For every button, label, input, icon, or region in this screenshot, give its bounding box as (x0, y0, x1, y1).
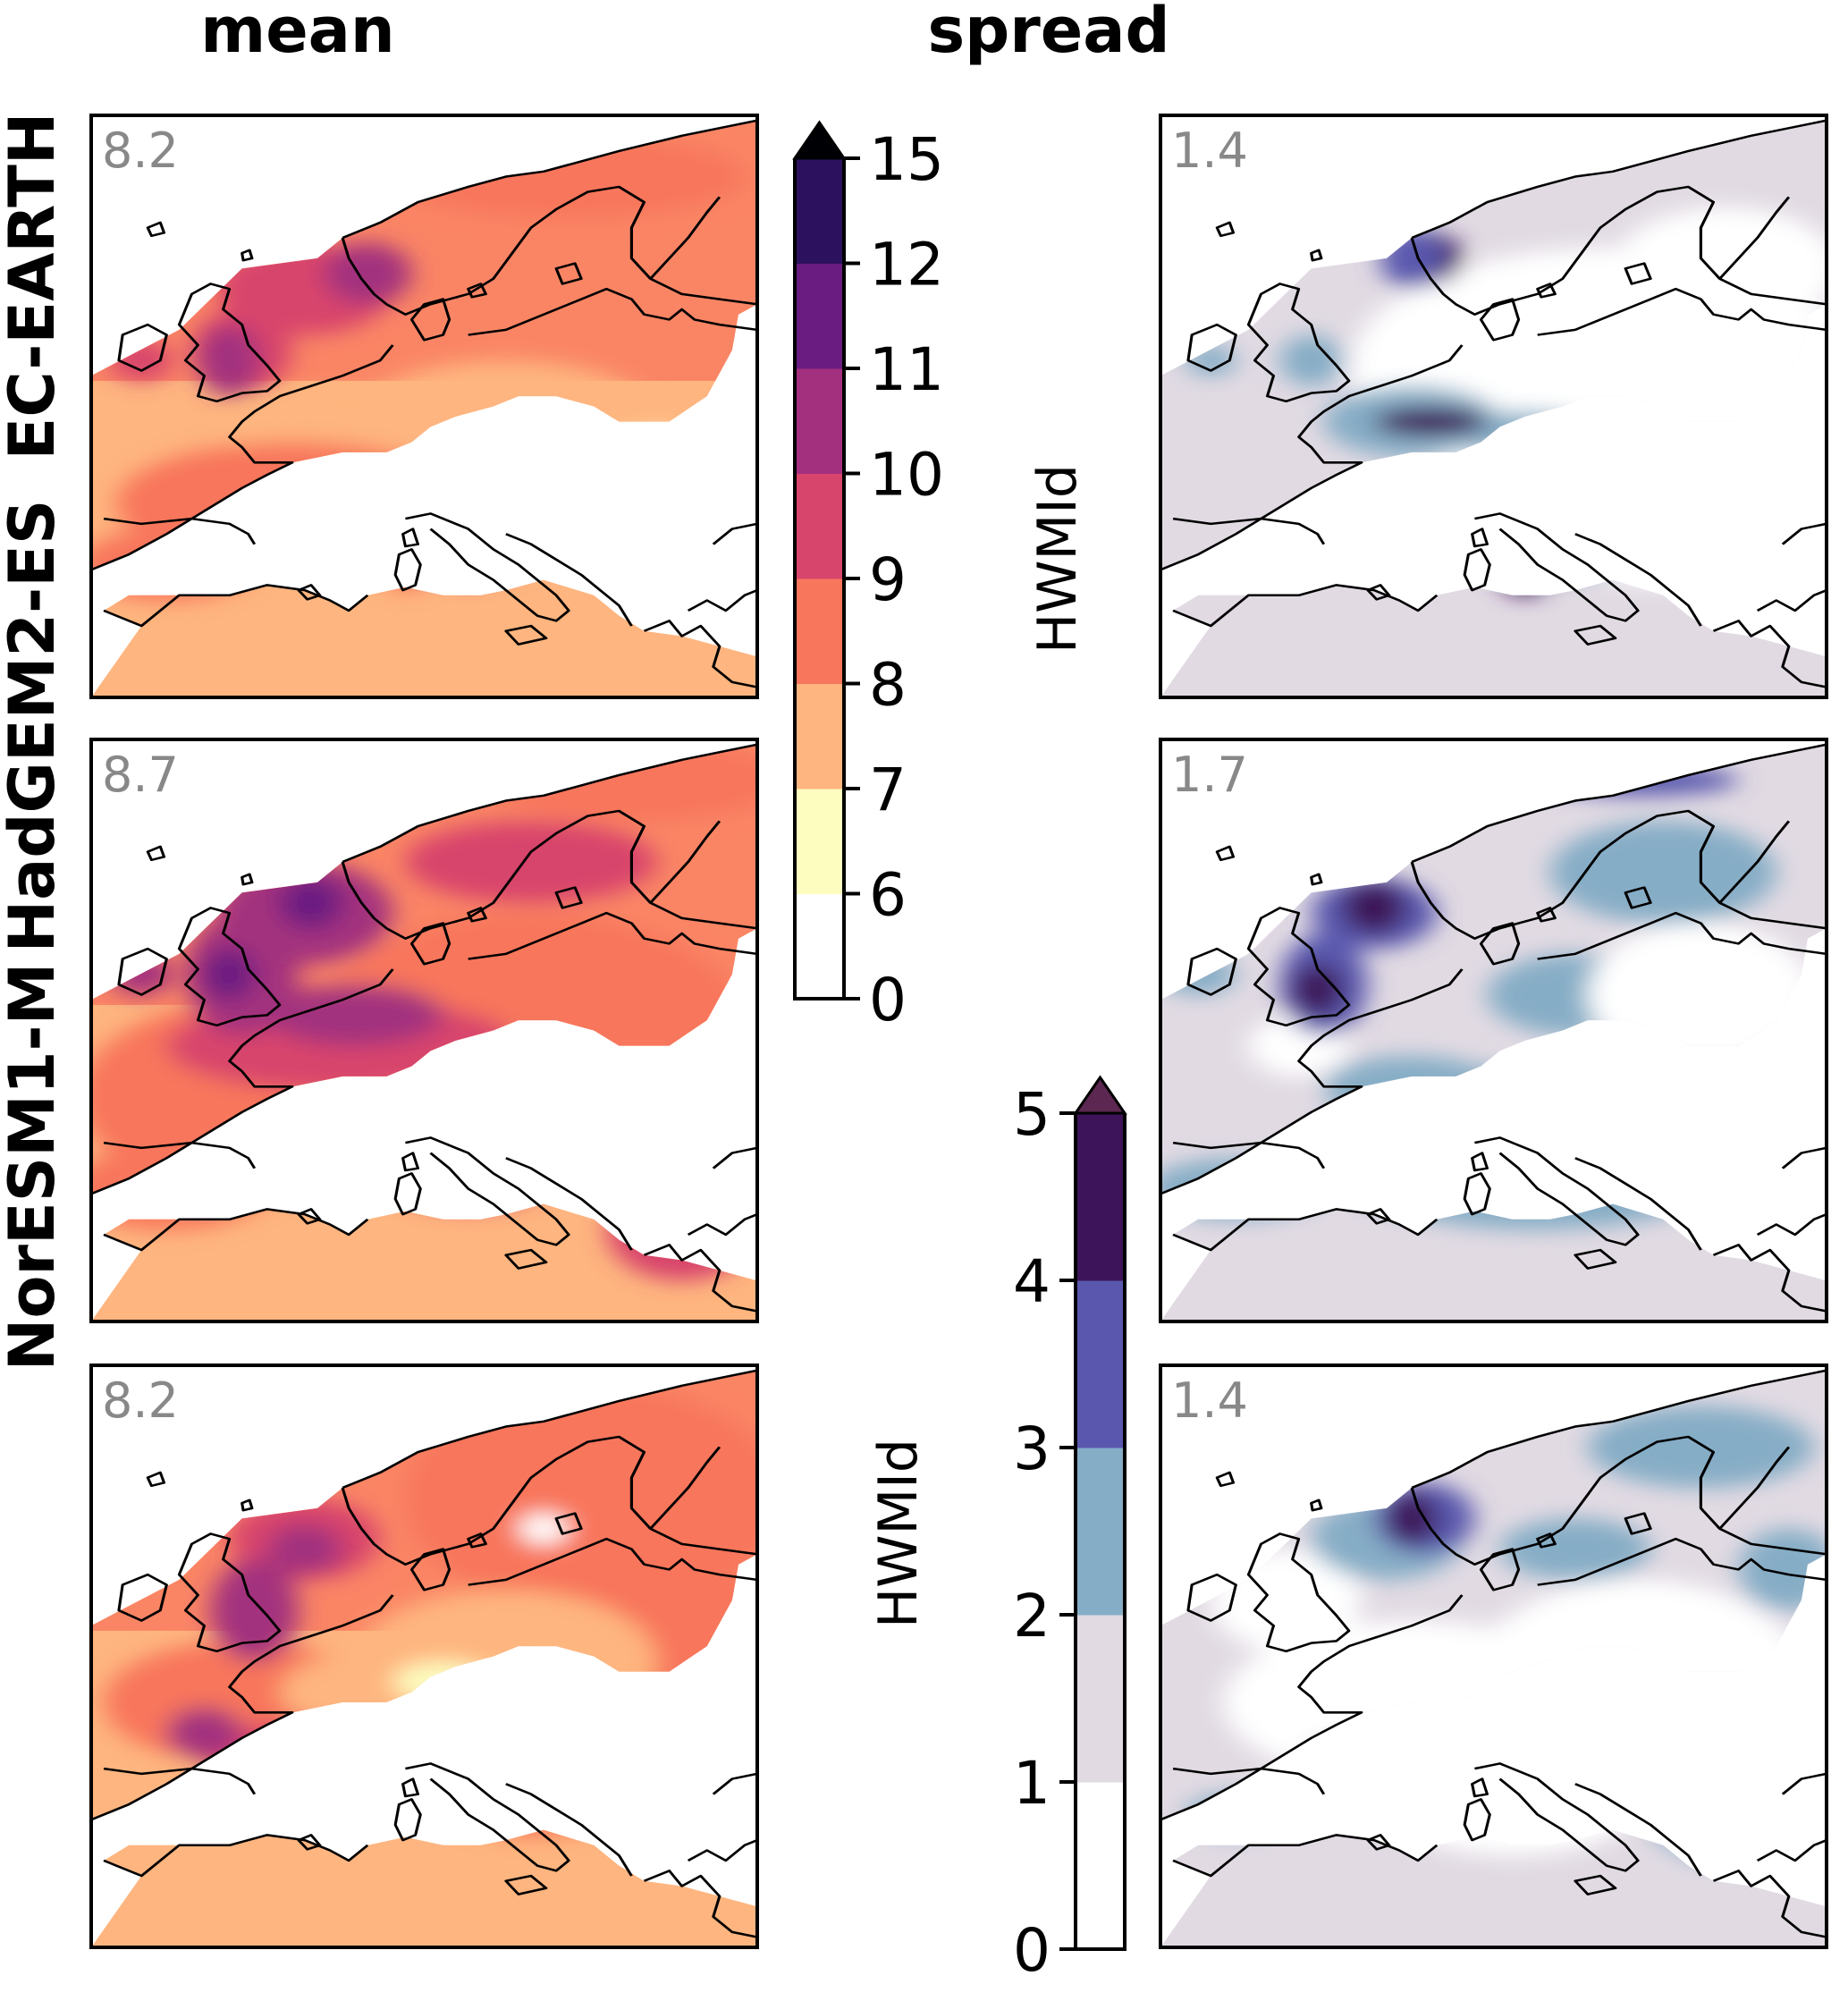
spread-colorbar-segment (1076, 1448, 1125, 1616)
domain-value-spread-ec-earth: 1.4 (1171, 122, 1248, 179)
spread-colorbar-segment (1076, 1280, 1125, 1448)
spread-colorbar-tick-label: 0 (1013, 1916, 1051, 1985)
mean-colorbar-segment (795, 368, 844, 474)
mean-colorbar-tick-label: 0 (869, 966, 907, 1034)
map-panels: 8.2 8.7 8.2 1.4 1.7 1.4 (89, 114, 1828, 1949)
mean-colorbar-segment (795, 158, 844, 264)
mean-map-noresm1-m: 8.2 (89, 1364, 759, 1949)
column-title-mean: mean (200, 0, 395, 67)
mean-colorbar-segment (795, 683, 844, 789)
mean-colorbar-tick-label: 7 (869, 756, 907, 824)
mean-colorbar-segment (795, 789, 844, 894)
row-label-hadgem2-es: HadGEM2-ES (0, 500, 69, 953)
spread-colorbar-tick-label: 3 (1013, 1414, 1051, 1483)
mean-colorbar-segment (795, 263, 844, 369)
spread-colorbar-tick-label: 1 (1013, 1749, 1051, 1818)
mean-colorbar-extend-arrow (792, 120, 847, 160)
mean-colorbar-tick-label: 9 (869, 545, 907, 614)
spread-colorbar-segment (1076, 1782, 1125, 1950)
domain-value-mean-hadgem2-es: 8.7 (102, 747, 179, 803)
mean-colorbar-segment (795, 893, 844, 1000)
row-label-noresm1-m: NorESM1-M (0, 963, 69, 1372)
spread-colorbar-tick-label: 4 (1013, 1247, 1051, 1316)
spread-colorbar-segment (1076, 1113, 1125, 1281)
mean-colorbar-tick-label: 12 (869, 231, 944, 300)
mean-colorbar-segment (795, 578, 844, 684)
mean-colorbar-tick-label: 6 (869, 861, 907, 930)
spread-colorbar-segment (1076, 1615, 1125, 1783)
mean-colorbar-tick-label: 11 (869, 335, 944, 404)
spread-colorbar-tick-label: 2 (1013, 1582, 1051, 1651)
domain-value-spread-noresm1-m: 1.4 (1171, 1372, 1248, 1429)
mean-colorbar-tick-label: 15 (869, 125, 944, 194)
mean-colorbar-segment (795, 473, 844, 579)
row-label-ec-earth: EC-EARTH (0, 113, 69, 460)
mean-map-ec-earth: 8.2 (89, 114, 759, 699)
mean-colorbar: 0 6 7 8 9 10 11 12 15 HWMId (792, 120, 1089, 1034)
spread-map-hadgem2-es: 1.7 (1159, 738, 1828, 1323)
mean-colorbar-tick-label: 8 (869, 651, 907, 720)
mean-map-hadgem2-es: 8.7 (89, 738, 759, 1323)
domain-value-spread-hadgem2-es: 1.7 (1171, 747, 1248, 803)
spread-colorbar: 0 1 2 3 4 5 HWMId (867, 1075, 1127, 1985)
spread-colorbar-extend-arrow (1073, 1075, 1127, 1115)
mean-colorbar-label: HWMId (1026, 464, 1089, 654)
spread-colorbar-tick-label: 5 (1013, 1080, 1051, 1149)
column-title-spread: spread (927, 0, 1169, 67)
domain-value-mean-noresm1-m: 8.2 (102, 1372, 179, 1429)
mean-colorbar-tick-label: 10 (869, 441, 944, 510)
spread-map-noresm1-m: 1.4 (1159, 1364, 1828, 1949)
spread-map-ec-earth: 1.4 (1159, 114, 1828, 699)
spread-colorbar-label: HWMId (867, 1439, 930, 1628)
domain-value-mean-ec-earth: 8.2 (102, 122, 179, 179)
